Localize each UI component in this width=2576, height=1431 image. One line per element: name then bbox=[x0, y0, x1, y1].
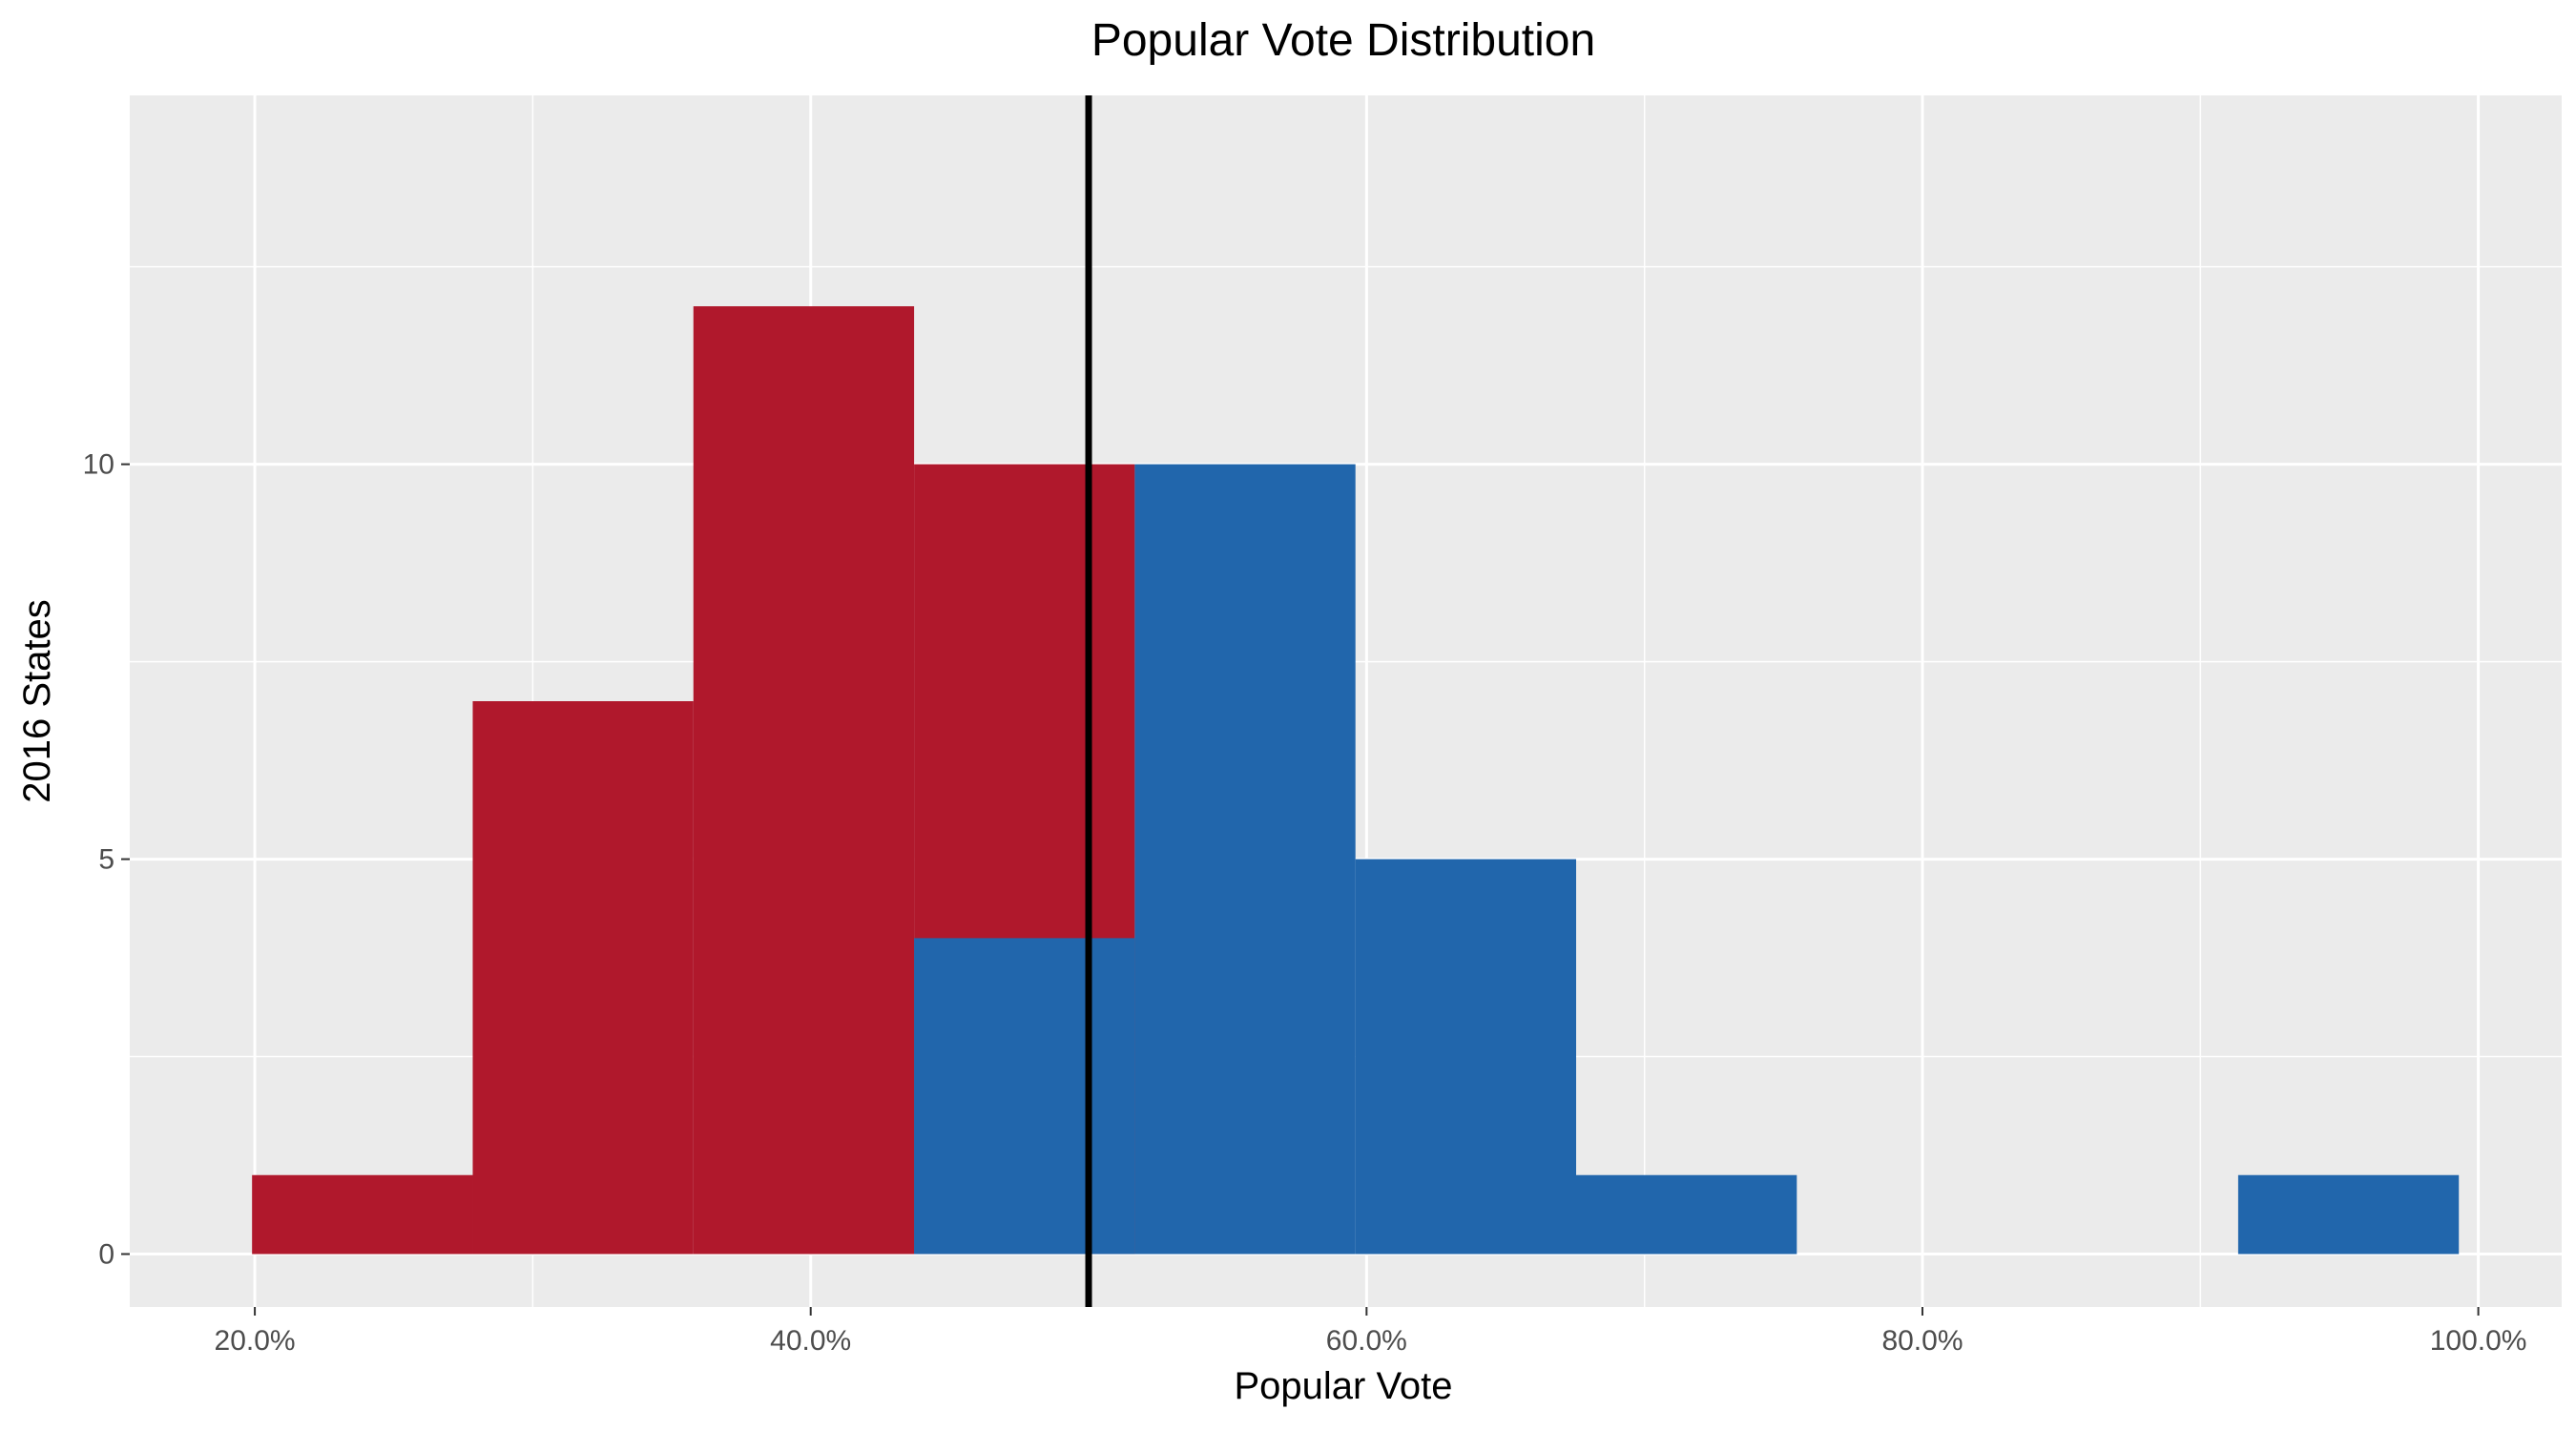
histogram-bars bbox=[252, 306, 2460, 1255]
x-axis: 20.0% 40.0% 60.0% 80.0% 100.0% bbox=[215, 1307, 2527, 1357]
histogram-bar bbox=[1134, 464, 1356, 1255]
histogram-bar bbox=[472, 701, 694, 1255]
histogram-bar bbox=[693, 306, 915, 1255]
x-tick-label: 60.0% bbox=[1326, 1325, 1407, 1357]
histogram-bar bbox=[914, 938, 1135, 1255]
x-axis-title: Popular Vote bbox=[1234, 1365, 1452, 1407]
chart-title: Popular Vote Distribution bbox=[1091, 15, 1595, 66]
histogram-bar bbox=[1355, 859, 1576, 1255]
x-tick-label: 100.0% bbox=[2430, 1325, 2527, 1357]
x-tick-label: 20.0% bbox=[215, 1325, 296, 1357]
y-axis-title: 2016 States bbox=[16, 599, 58, 803]
y-axis: 0 5 10 bbox=[83, 449, 130, 1271]
histogram-bar bbox=[1575, 1174, 1797, 1255]
histogram-bar bbox=[2237, 1174, 2460, 1255]
histogram-bar bbox=[252, 1174, 473, 1255]
x-tick-label: 80.0% bbox=[1881, 1325, 1963, 1357]
y-tick-label: 0 bbox=[98, 1239, 114, 1271]
y-tick-label: 5 bbox=[98, 844, 114, 876]
x-tick-label: 40.0% bbox=[770, 1325, 851, 1357]
y-tick-label: 10 bbox=[83, 449, 114, 481]
